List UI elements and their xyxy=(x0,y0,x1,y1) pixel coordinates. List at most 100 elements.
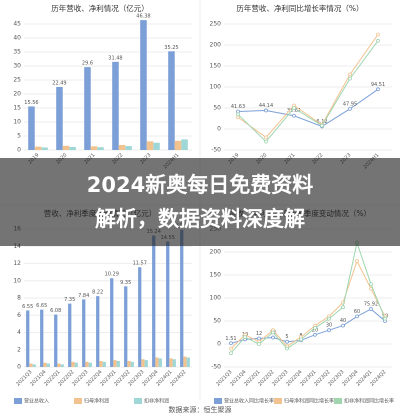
y-tick-label: 0 xyxy=(217,341,221,348)
bar xyxy=(127,360,131,367)
y-tick-label: -50 xyxy=(211,364,221,371)
data-label: 5 xyxy=(285,334,288,340)
bar xyxy=(152,235,156,367)
bar xyxy=(180,229,184,367)
data-label: 7.84 xyxy=(78,293,89,299)
data-label: 44.14 xyxy=(259,103,273,109)
bar xyxy=(112,61,119,150)
data-label: 94.51 xyxy=(371,82,385,88)
y-tick-label: 8 xyxy=(17,295,21,302)
data-label: 15.56 xyxy=(24,100,38,106)
y-tick-label: 50 xyxy=(213,318,221,325)
point xyxy=(257,336,261,341)
legend-swatch xyxy=(74,398,82,404)
point xyxy=(341,323,345,328)
point xyxy=(341,305,345,310)
banner-line: 解析，数据资料深度解 xyxy=(95,207,305,231)
bar xyxy=(99,360,103,367)
y-tick-label: 30 xyxy=(13,63,21,70)
legend-swatch xyxy=(14,398,22,404)
bar xyxy=(155,357,159,367)
data-label: 22.49 xyxy=(52,81,66,87)
point xyxy=(264,139,268,144)
y-tick-label: 25 xyxy=(13,77,21,84)
bar xyxy=(102,361,106,367)
y-tick-label: 20 xyxy=(13,91,21,98)
point xyxy=(313,332,317,337)
line xyxy=(230,240,386,354)
point xyxy=(355,314,359,319)
line xyxy=(237,88,379,127)
bar xyxy=(130,361,134,367)
bar xyxy=(186,357,190,367)
data-label: 11.57 xyxy=(133,261,147,267)
line xyxy=(230,259,386,349)
data-label: 31.61 xyxy=(287,108,301,114)
bar xyxy=(140,20,147,150)
point xyxy=(376,38,380,43)
data-label: 20 xyxy=(312,327,318,333)
bar xyxy=(41,147,48,150)
data-label: 6.12 xyxy=(316,119,327,125)
bar xyxy=(34,146,42,150)
point xyxy=(257,342,261,346)
data-label: 12 xyxy=(256,331,262,337)
y-tick-label: 100 xyxy=(210,295,222,302)
y-tick-label: 5 xyxy=(17,133,21,140)
bar xyxy=(82,299,86,367)
bar xyxy=(174,140,182,150)
y-tick-label: 2 xyxy=(17,346,21,353)
line xyxy=(237,40,379,143)
legend-label: 归母净利润 xyxy=(84,398,109,405)
legend-label: 营业总收入 xyxy=(24,398,49,405)
banner-line: 2024新奥每日免费资料 xyxy=(87,173,313,197)
bar xyxy=(97,147,104,150)
data-label: 47.95 xyxy=(343,101,357,107)
y-tick-label: 4 xyxy=(17,329,21,336)
bar xyxy=(153,142,160,150)
point xyxy=(229,346,233,351)
legend-label: 营业总收入同比增长率 xyxy=(224,398,274,405)
bar xyxy=(183,356,187,367)
point xyxy=(229,351,233,356)
point xyxy=(243,335,247,340)
data-label: 7.35 xyxy=(64,297,75,303)
bar xyxy=(54,314,58,367)
point xyxy=(236,112,240,117)
y-tick-label: 150 xyxy=(210,272,222,279)
point xyxy=(348,72,352,77)
legend-swatch xyxy=(274,398,282,404)
y-tick-label: 0 xyxy=(17,147,21,154)
point xyxy=(327,316,331,321)
chart-title: 历年营收、净利情况（亿元） xyxy=(51,3,149,13)
bar xyxy=(71,361,75,367)
point xyxy=(383,316,387,321)
point xyxy=(348,76,352,81)
bar xyxy=(138,267,142,367)
bar xyxy=(168,51,175,150)
data-label: 41.63 xyxy=(231,104,245,110)
y-tick-label: 100 xyxy=(210,84,222,91)
data-label: 75.92 xyxy=(364,302,378,308)
bar xyxy=(69,146,76,150)
y-tick-label: 40 xyxy=(13,35,21,42)
point xyxy=(369,307,373,311)
data-label: 46.38 xyxy=(136,14,150,20)
data-label: 31.48 xyxy=(108,55,122,61)
bar xyxy=(169,358,173,367)
legend-label: 扣非净利润 xyxy=(144,398,169,405)
y-tick-label: -50 xyxy=(211,147,221,154)
point xyxy=(285,339,289,344)
point xyxy=(229,341,233,346)
bar xyxy=(62,145,70,150)
y-tick-label: 15 xyxy=(13,105,21,112)
bar xyxy=(124,286,128,367)
legend-label: 归母净利润同比增长率 xyxy=(284,398,334,405)
y-tick-label: 35 xyxy=(13,49,21,56)
point xyxy=(271,335,275,340)
bar xyxy=(43,362,47,367)
bar xyxy=(96,296,100,367)
bar xyxy=(40,309,44,367)
